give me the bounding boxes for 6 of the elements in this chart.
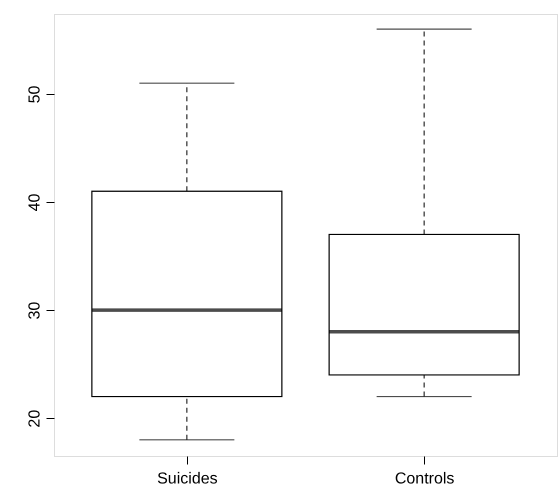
y-tick-label: 50 [26, 85, 44, 104]
y-tick-label: 20 [26, 410, 44, 428]
y-tick-label: 40 [26, 194, 44, 212]
y-tick-label: 30 [26, 302, 44, 320]
x-tick-label: Controls [394, 470, 454, 488]
x-tick-label: Suicides [157, 470, 218, 488]
